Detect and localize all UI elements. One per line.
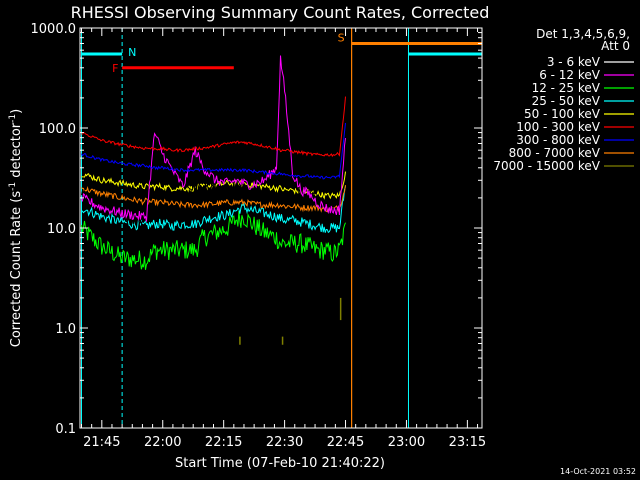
y-axis-label: Corrected Count Rate (s-1 detector-1): [8, 109, 24, 347]
series-line: [81, 96, 346, 158]
y-axis: 1000.0 100.0 10.0 1.0 0.1: [31, 22, 482, 437]
y-tick-label: 0.1: [55, 422, 76, 437]
series-line: [81, 186, 346, 234]
series-line: [81, 185, 346, 213]
x-tick-label: 22:45: [327, 435, 364, 450]
legend-label: 7000 - 15000 keV: [493, 159, 600, 173]
y-tick-label: 1000.0: [31, 22, 77, 37]
series-line: [81, 55, 346, 222]
legend-label: 50 - 100 keV: [524, 107, 601, 121]
series-line: [81, 113, 346, 225]
flare-flag-label: F: [112, 62, 118, 75]
y-axis-label-sup2: -1: [8, 114, 18, 123]
x-tick-label: 22:00: [144, 435, 181, 450]
x-axis: 21:45 22:00 22:15 22:30 22:45 23:00 23:15: [81, 28, 486, 450]
x-tick-label: 22:30: [266, 435, 303, 450]
legend-label: 6 - 12 keV: [539, 68, 601, 82]
legend-label: 800 - 7000 keV: [509, 146, 601, 160]
x-tick-label: 22:15: [205, 435, 242, 450]
saa-flag-label: S: [338, 31, 345, 44]
y-axis-label-main: Corrected Count Rate (s: [9, 191, 24, 348]
y-tick-label: 10.0: [47, 222, 76, 237]
legend-title-1: Det 1,3,4,5,6,9,: [536, 27, 630, 41]
y-tick-label: 1.0: [55, 322, 76, 337]
night-flag-label: N: [128, 46, 136, 59]
legend-label: 3 - 6 keV: [547, 55, 601, 69]
legend-title-2: Att 0: [601, 39, 630, 53]
legend-label: 100 - 300 keV: [516, 120, 600, 134]
series-line: [81, 122, 346, 180]
series-line: [81, 210, 346, 270]
y-axis-label-sup1: -1: [8, 182, 18, 191]
x-tick-label: 23:15: [449, 435, 486, 450]
legend-label: 25 - 50 keV: [532, 94, 601, 108]
x-tick-label: 21:45: [83, 435, 120, 450]
x-tick-label: 23:00: [388, 435, 425, 450]
y-axis-label-end: ): [9, 109, 24, 114]
series-layer: [81, 55, 346, 345]
legend-label: 300 - 800 keV: [516, 133, 600, 147]
x-axis-label: Start Time (07-Feb-10 21:40:22): [175, 456, 385, 471]
chart-title: RHESSI Observing Summary Count Rates, Co…: [71, 3, 490, 22]
y-tick-label: 100.0: [39, 122, 76, 137]
y-axis-label-mid: detector: [9, 122, 24, 182]
legend-label: 12 - 25 keV: [532, 81, 601, 95]
timestamp: 14-Oct-2021 03:52: [560, 467, 636, 476]
